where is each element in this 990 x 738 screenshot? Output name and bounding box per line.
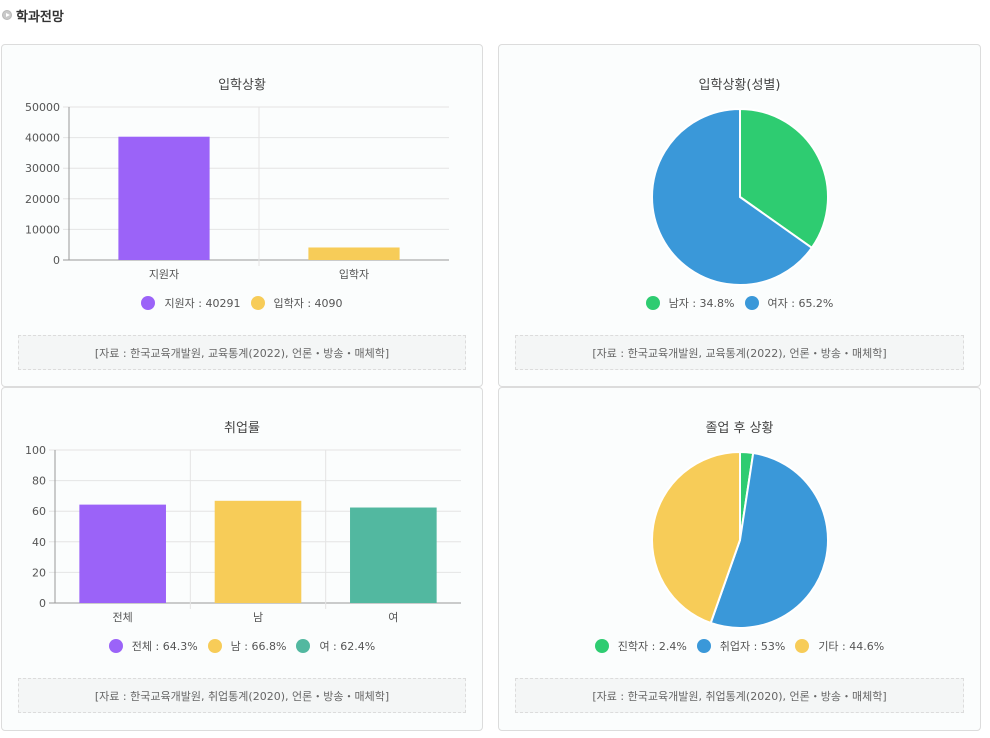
y-tick-label: 20000 [25,193,60,206]
y-tick-label: 0 [53,254,60,267]
chart-card-admissions-gender: 입학상황(성별) 남자 : 34.8% 여자 : 65.2% [자료 : 한국교육… [498,44,981,387]
y-tick-label: 30000 [25,162,60,175]
legend-item[interactable]: 전체 : 64.3% [108,638,198,654]
pie-slice [709,451,829,629]
chart-title: 졸업 후 상황 [705,421,774,436]
x-tick-label: 남 [253,611,263,624]
y-tick-label: 40 [32,536,46,549]
chart-title: 취업률 [224,421,260,436]
bar [214,500,302,603]
y-tick-label: 100 [25,444,46,457]
legend-dot-icon [141,296,156,310]
legend-label: 입학자 : 4090 [273,297,343,310]
legend-item[interactable]: 취업자 : 53% [696,638,786,654]
y-tick-label: 10000 [25,223,60,236]
x-tick-label: 전체 [113,611,133,624]
chart-title: 입학상황(성별) [698,78,781,93]
legend-label: 여자 : 65.2% [767,297,834,310]
circle-arrow-icon [2,10,12,20]
legend-label: 지원자 : 40291 [164,297,241,310]
chart-card-after-graduation: 졸업 후 상황 진학자 : 2.4% 취업자 : 53% 기타 : 44.6% [자… [498,387,981,731]
section-heading: 학과전망 [2,6,64,25]
chart-card-employment-rate: 취업률 0 20 40 60 80 100 전체 남 여 전체 : 64.3% 남 : 66.8%… [1,387,483,731]
y-tick-label: 80 [32,475,46,488]
legend-dot-icon [207,639,222,653]
legend-item[interactable]: 입학자 : 4090 [250,295,343,311]
legend-label: 남자 : 34.8% [668,297,735,310]
chart-title: 입학상황 [218,78,266,93]
legend-dot-icon [594,639,609,653]
legend-dot-icon [645,296,660,310]
legend-dot-icon [696,639,711,653]
y-tick-label: 50000 [25,101,60,114]
section-title: 학과전망 [16,9,64,25]
legend-label: 전체 : 64.3% [131,640,198,653]
legend-item[interactable]: 진학자 : 2.4% [594,638,687,654]
legend-label: 기타 : 44.6% [818,640,885,653]
legend-label: 남 : 66.8% [230,640,287,653]
y-tick-label: 60 [32,505,46,518]
legend-dot-icon [744,296,759,310]
source-note: [자료 : 한국교육개발원, 취업통계(2020), 언론・방송・매체학] [515,678,964,713]
after-graduation-pie-chart [651,450,829,629]
bar [350,507,437,603]
bar [118,136,210,260]
legend-label: 취업자 : 53% [719,640,786,653]
source-note: [자료 : 한국교육개발원, 교육통계(2022), 언론・방송・매체학] [18,335,466,370]
pie-slice [651,450,741,625]
chart-legend: 남자 : 34.8% 여자 : 65.2% [499,295,980,311]
pie-slice [739,107,829,250]
bar [308,247,400,260]
legend-dot-icon [296,639,311,653]
chart-legend: 진학자 : 2.4% 취업자 : 53% 기타 : 44.6% [499,638,980,654]
employment-rate-bar-chart: 0 20 40 60 80 100 전체 남 여 [25,444,461,624]
legend-dot-icon [108,639,123,653]
legend-item[interactable]: 지원자 : 40291 [141,295,241,311]
x-tick-label: 지원자 [149,268,179,281]
source-note: [자료 : 한국교육개발원, 교육통계(2022), 언론・방송・매체학] [515,335,964,370]
x-tick-label: 입학자 [339,268,369,281]
chart-card-admissions: 입학상황 0 10000 20000 30000 40000 50000 지원자 입학자 지원… [1,44,483,387]
legend-dot-icon [250,296,265,310]
legend-dot-icon [795,639,810,653]
legend-item[interactable]: 남자 : 34.8% [645,295,735,311]
chart-legend: 전체 : 64.3% 남 : 66.8% 여 : 62.4% [2,638,482,654]
legend-item[interactable]: 여자 : 65.2% [744,295,834,311]
pie-slice [651,107,814,286]
legend-label: 진학자 : 2.4% [617,640,687,653]
legend-item[interactable]: 기타 : 44.6% [795,638,884,654]
admissions-bar-chart: 0 10000 20000 30000 40000 50000 지원자 입학자 [25,101,449,281]
admissions-gender-pie-chart [651,107,829,286]
legend-label: 여 : 62.4% [319,640,376,653]
y-tick-label: 40000 [25,132,60,145]
legend-item[interactable]: 남 : 66.8% [207,638,287,654]
y-tick-label: 20 [32,566,46,579]
y-tick-label: 0 [39,597,46,610]
chart-legend: 지원자 : 40291 입학자 : 4090 [2,295,482,311]
legend-item[interactable]: 여 : 62.4% [296,638,375,654]
source-note: [자료 : 한국교육개발원, 취업통계(2020), 언론・방송・매체학] [18,678,466,713]
x-tick-label: 여 [388,611,398,624]
bar [79,504,166,603]
